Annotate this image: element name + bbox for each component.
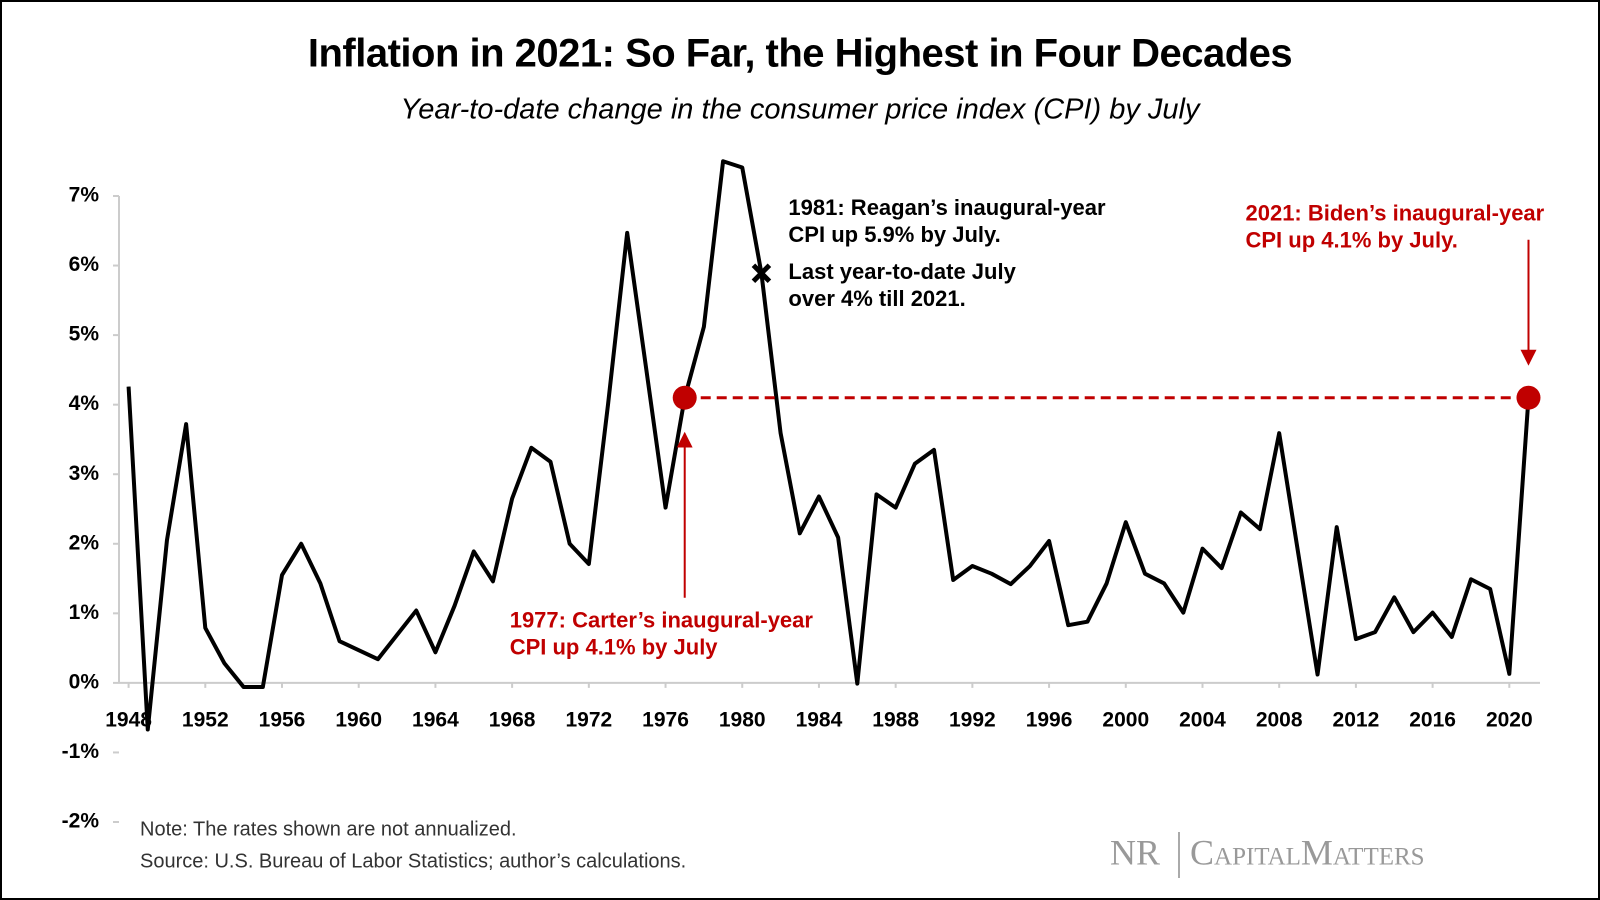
logo-name: CapitalMatters [1190, 832, 1425, 872]
data-line [126, 159, 1531, 732]
x-tick-label: 1968 [489, 708, 536, 731]
y-tick-label: 3% [69, 462, 100, 485]
y-tick-label: -1% [62, 740, 100, 763]
x-tick-label: 2004 [1179, 708, 1226, 731]
x-marker [751, 263, 772, 283]
annotation: CPI up 5.9% by July. [788, 222, 1000, 247]
x-tick-label: 1996 [1026, 708, 1073, 731]
y-tick-label: -2% [62, 810, 100, 833]
x-tick-label: 1960 [335, 708, 382, 731]
x-tick-label: 2008 [1256, 708, 1303, 731]
source: Source: U.S. Bureau of Labor Statistics;… [140, 850, 686, 872]
x-tick-label: 1984 [796, 708, 843, 731]
y-tick-label: 2% [69, 531, 100, 554]
annotation: CPI up 4.1% by July. [1245, 228, 1457, 253]
x-tick-label: 1972 [565, 708, 612, 731]
x-tick-label: 1992 [949, 708, 996, 731]
chart-title: Inflation in 2021: So Far, the Highest i… [308, 32, 1292, 76]
x-tick-label: 1988 [872, 708, 919, 731]
x-tick-label: 2016 [1409, 708, 1456, 731]
x-tick-label: 2000 [1102, 708, 1149, 731]
x-tick-label: 1948 [105, 708, 152, 731]
x-tick-label: 1952 [182, 708, 229, 731]
y-tick-label: 0% [69, 670, 100, 693]
y-tick-label: 1% [69, 601, 100, 624]
note: Note: The rates shown are not annualized… [140, 818, 517, 840]
x-marker-shape [751, 263, 772, 283]
annotation: 1977: Carter’s inaugural-year [510, 608, 814, 633]
y-tick-label: 6% [69, 253, 100, 276]
annotation: 2021: Biden’s inaugural-year [1245, 201, 1544, 226]
annotation: over 4% till 2021. [788, 286, 965, 311]
annotation: 1981: Reagan’s inaugural-year [788, 195, 1106, 220]
logo-nr: NR [1110, 832, 1160, 872]
highlight-dot [672, 385, 697, 410]
y-tick-label: 4% [69, 392, 100, 415]
x-tick-label: 1976 [642, 708, 689, 731]
x-tick-label: 1956 [259, 708, 306, 731]
y-tick-label: 7% [69, 184, 100, 207]
chart-subtitle: Year-to-date change in the consumer pric… [401, 94, 1201, 126]
highlight-dot [1516, 385, 1541, 410]
annotation: CPI up 4.1% by July [510, 635, 719, 660]
annotation: Last year-to-date July [788, 259, 1016, 284]
y-tick-label: 5% [69, 323, 100, 346]
x-tick-label: 2012 [1333, 708, 1380, 731]
x-tick-label: 1964 [412, 708, 459, 731]
x-tick-label: 1980 [719, 708, 766, 731]
x-tick-label: 2020 [1486, 708, 1533, 731]
